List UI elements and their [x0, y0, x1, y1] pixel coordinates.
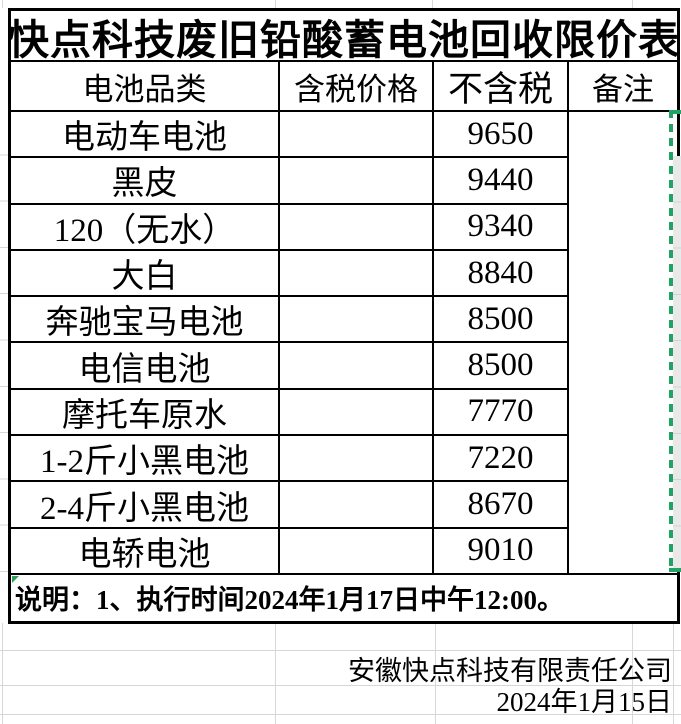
- cell-category[interactable]: 2-4斤小黑电池: [11, 482, 280, 529]
- gridline-bottom-row1: [0, 650, 681, 651]
- cell-with-tax[interactable]: [280, 112, 434, 159]
- cell-without-tax[interactable]: 7770: [434, 389, 569, 437]
- selection-ants-bottom: [669, 568, 681, 572]
- cell-without-tax[interactable]: 8840: [434, 250, 569, 298]
- cell-with-tax[interactable]: [280, 250, 434, 298]
- cell-without-tax[interactable]: 8670: [434, 482, 569, 529]
- note-cell[interactable]: 说明：1、执行时间2024年1月17日中午12:00。: [11, 575, 677, 621]
- header-cell-with-tax[interactable]: 含税价格: [280, 62, 434, 112]
- gridline-bottom-c: [435, 623, 436, 724]
- cell-with-tax[interactable]: [280, 204, 434, 251]
- gridline-bottom-d: [632, 623, 633, 724]
- cell-without-tax[interactable]: 9650: [434, 112, 569, 159]
- cell-without-tax[interactable]: 9340: [434, 204, 569, 251]
- cell-category[interactable]: 电信电池: [11, 343, 280, 390]
- cell-category[interactable]: 奔驰宝马电池: [11, 297, 280, 344]
- cell-without-tax[interactable]: 9440: [434, 158, 569, 205]
- cell-with-tax[interactable]: [280, 436, 434, 483]
- cell-category[interactable]: 大白: [11, 250, 280, 298]
- cell-category[interactable]: 电轿电池: [11, 528, 280, 575]
- selection-ants-left: [669, 110, 673, 572]
- gridline-top-d: [632, 0, 633, 8]
- gridline-bottom-row3: [0, 714, 681, 715]
- cell-with-tax[interactable]: [280, 482, 434, 529]
- gridline-top-b: [275, 0, 276, 8]
- cell-category[interactable]: 1-2斤小黑电池: [11, 436, 280, 483]
- gridline-top-c: [432, 0, 433, 8]
- remarks-merged-cell[interactable]: [569, 112, 677, 575]
- table-title-cell[interactable]: 快点科技废旧铅酸蓄电池回收限价表: [11, 11, 677, 62]
- cell-with-tax[interactable]: [280, 297, 434, 344]
- cell-with-tax[interactable]: [280, 389, 434, 437]
- note-text: 说明：1、执行时间2024年1月17日中午12:00。: [15, 585, 564, 616]
- cell-without-tax[interactable]: 8500: [434, 343, 569, 390]
- gridline-bottom-e: [673, 623, 674, 724]
- footer-date[interactable]: 2024年1月15日: [496, 687, 673, 717]
- cell-with-tax[interactable]: [280, 343, 434, 390]
- cell-without-tax[interactable]: 7220: [434, 436, 569, 483]
- footer-company[interactable]: 安徽快点科技有限责任公司: [348, 656, 672, 686]
- cell-corner-flag-icon: [12, 575, 19, 583]
- cell-category[interactable]: 黑皮: [11, 158, 280, 205]
- cell-with-tax[interactable]: [280, 158, 434, 205]
- price-table: 快点科技废旧铅酸蓄电池回收限价表 电池品类 含税价格 不含税 备注 电动车电池 …: [8, 8, 680, 624]
- cell-without-tax[interactable]: 8500: [434, 297, 569, 344]
- selection-ants-top: [669, 110, 681, 114]
- gridline-top-a: [2, 0, 3, 8]
- gridline-bottom-a: [2, 623, 3, 724]
- header-cell-remark[interactable]: 备注: [569, 62, 677, 112]
- cell-with-tax[interactable]: [280, 528, 434, 575]
- cell-category[interactable]: 摩托车原水: [11, 389, 280, 437]
- cell-category[interactable]: 120（无水）: [11, 204, 280, 251]
- gridline-left-stubs: [0, 109, 8, 573]
- selection-fill: [673, 156, 681, 570]
- cell-category[interactable]: 电动车电池: [11, 112, 280, 159]
- header-cell-without-tax[interactable]: 不含税: [434, 62, 569, 112]
- cell-without-tax[interactable]: 9010: [434, 528, 569, 575]
- gridline-bottom-b: [275, 623, 276, 724]
- header-cell-category[interactable]: 电池品类: [11, 62, 280, 112]
- gridline-bottom-row2: [0, 685, 681, 686]
